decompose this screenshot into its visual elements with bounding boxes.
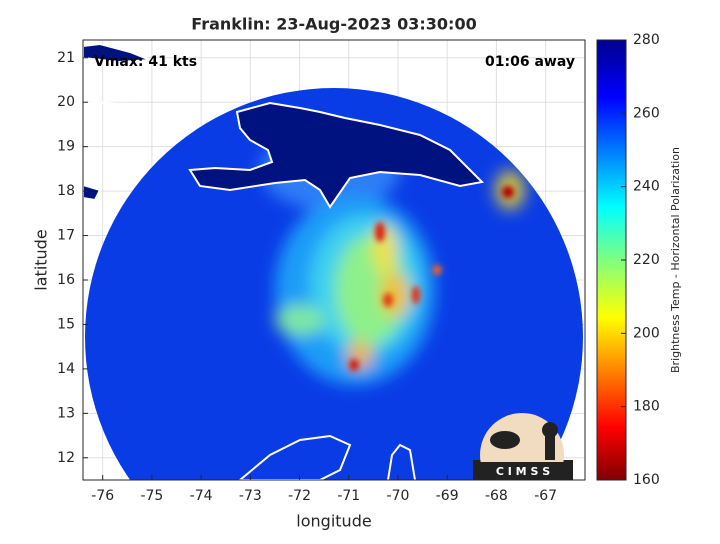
colorbar-tick-label: 260 [633, 105, 660, 121]
y-tick-label: 21 [57, 50, 75, 66]
x-tick-label: -73 [239, 488, 262, 504]
y-tick-label: 17 [57, 228, 75, 244]
satellite-image [83, 42, 583, 480]
x-tick-label: -68 [485, 488, 508, 504]
x-tick-label: -74 [190, 488, 213, 504]
x-tick-label: -75 [140, 488, 163, 504]
colorbar-tick-label: 280 [633, 32, 660, 48]
colorbar-tick-label: 160 [633, 472, 660, 488]
y-tick-label: 13 [57, 405, 75, 421]
colorbar-label: Brightness Temp - Horizontal Polarizatio… [669, 147, 682, 373]
x-tick-label: -71 [337, 488, 360, 504]
colorbar-tick-label: 180 [633, 399, 660, 415]
colorbar-tick-label: 200 [633, 325, 660, 341]
y-tick-label: 20 [57, 94, 75, 110]
y-tick-label: 18 [57, 183, 75, 199]
x-axis-label: longitude [296, 512, 371, 531]
y-tick-label: 16 [57, 272, 75, 288]
colorbar-tick-label: 240 [633, 179, 660, 195]
y-tick-label: 19 [57, 139, 75, 155]
plot-frame [82, 39, 586, 481]
annotation: 01:06 away [485, 54, 575, 70]
logo-text: C I M S S [496, 465, 550, 478]
x-tick-label: -76 [91, 488, 114, 504]
x-tick-label: -67 [534, 488, 557, 504]
x-tick-label: -70 [387, 488, 410, 504]
annotation: Vmax: 41 kts [94, 54, 197, 70]
y-axis-label: latitude [32, 229, 51, 290]
y-tick-label: 12 [57, 450, 75, 466]
x-tick-label: -72 [288, 488, 311, 504]
logo: C I M S S [473, 413, 573, 480]
y-tick-label: 15 [57, 316, 75, 332]
chart-title: Franklin: 23-Aug-2023 03:30:00 [191, 15, 476, 34]
x-tick-label: -69 [436, 488, 459, 504]
y-tick-label: 14 [57, 361, 75, 377]
colorbar-tick-label: 220 [633, 252, 660, 268]
